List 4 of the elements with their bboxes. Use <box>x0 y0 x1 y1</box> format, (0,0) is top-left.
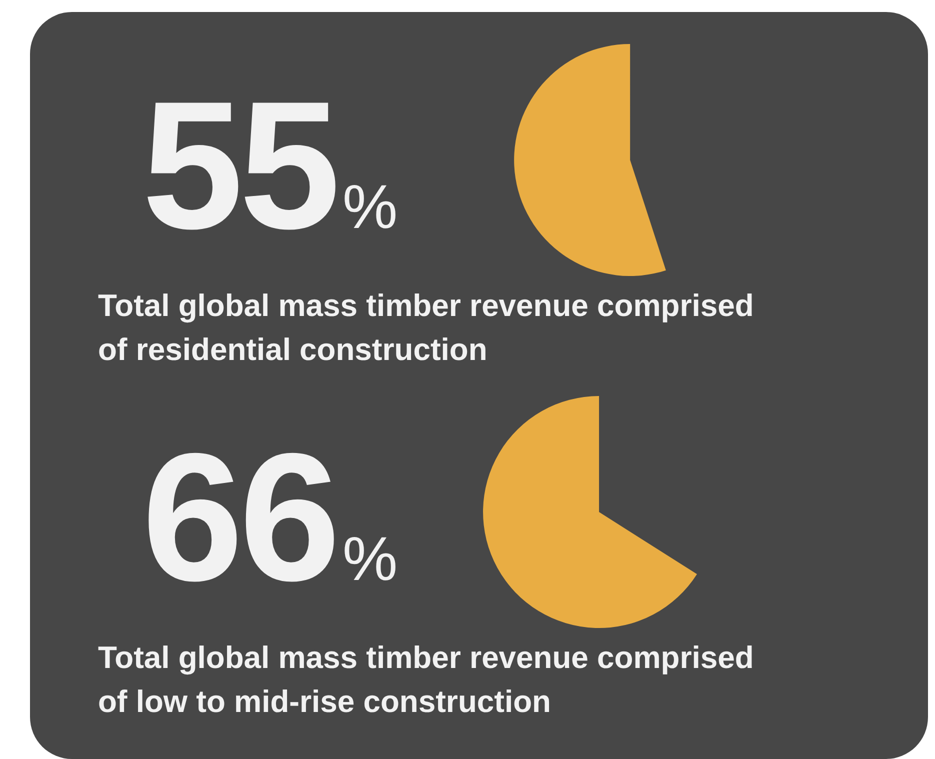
data-label: 55% <box>142 63 398 267</box>
text: Total global mass timber revenue comprised of residential construction <box>98 287 755 369</box>
text: Total global mass timber revenue comprised of low to mid-rise construction <box>98 639 755 721</box>
data-label: 66% <box>142 415 398 619</box>
